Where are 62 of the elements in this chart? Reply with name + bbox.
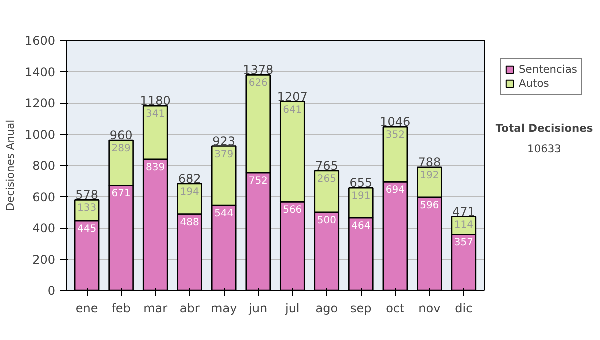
data-label: 839 [146,162,166,174]
y-axis-title: Decisiones Anual [4,120,17,212]
data-label: 671 [112,188,131,200]
data-label: 694 [386,185,405,196]
x-tick-label: ene [76,302,98,316]
text: 10633 [528,142,562,156]
total-label: 655 [350,176,373,190]
data-label: 357 [454,238,474,249]
x-tick-label: may [211,302,238,316]
data-label: 379 [214,149,234,160]
x-tick-label: jul [284,302,300,316]
y-tick-label: 400 [32,222,56,236]
total-label: 960 [110,128,133,142]
data-label: 192 [420,170,440,182]
x-tick-label: sep [350,302,372,316]
y-tick-label: 1600 [24,34,56,48]
y-tick-label: 1400 [24,65,56,80]
data-label: 488 [180,217,200,228]
data-label: 544 [214,208,234,220]
total-label: 578 [76,188,99,202]
total-label: 682 [178,172,202,186]
data-label: 289 [112,144,131,154]
y-tick-label: 0 [48,284,56,298]
x-tick-label: dic [455,302,473,316]
total-label: 788 [418,155,442,170]
total-label: 923 [212,134,236,148]
data-label: 352 [386,130,405,142]
x-tick-label: oct [386,302,406,316]
data-label: 445 [78,224,97,235]
data-label: 194 [180,186,200,198]
data-label: 341 [146,109,166,120]
data-label: 566 [283,205,302,216]
data-label: 265 [317,174,336,185]
data-label: 626 [248,78,268,90]
total-label: 1207 [277,90,308,104]
data-label: 500 [317,215,336,226]
x-tick-label: jun [248,302,268,316]
total-label: 471 [452,204,476,219]
data-label: 133 [78,203,97,214]
y-tick-label: 600 [32,190,56,204]
x-tick-label: ago [316,302,338,316]
y-tick-label: 1200 [24,96,56,110]
y-tick-label: 1000 [24,128,56,142]
data-label: 191 [352,191,371,202]
x-tick-label: nov [418,302,441,316]
legend-label: Autos [519,77,550,90]
x-tick-label: abr [180,302,200,316]
data-label: 596 [420,200,440,212]
total-label: 765 [315,158,338,173]
data-label: 464 [352,221,371,232]
data-label: 752 [248,176,268,187]
data-label: 114 [454,220,474,231]
text: Total Decisiones [496,122,594,135]
y-tick-label: 800 [32,159,56,173]
data-label: 641 [283,104,302,116]
x-tick-label: mar [144,302,168,316]
total-label: 1378 [243,63,274,78]
legend-label: Sentencias [519,63,578,76]
x-tick-label: feb [112,302,131,316]
total-label: 1180 [140,94,171,108]
total-label: 1046 [380,115,411,130]
y-tick-label: 200 [32,252,56,267]
